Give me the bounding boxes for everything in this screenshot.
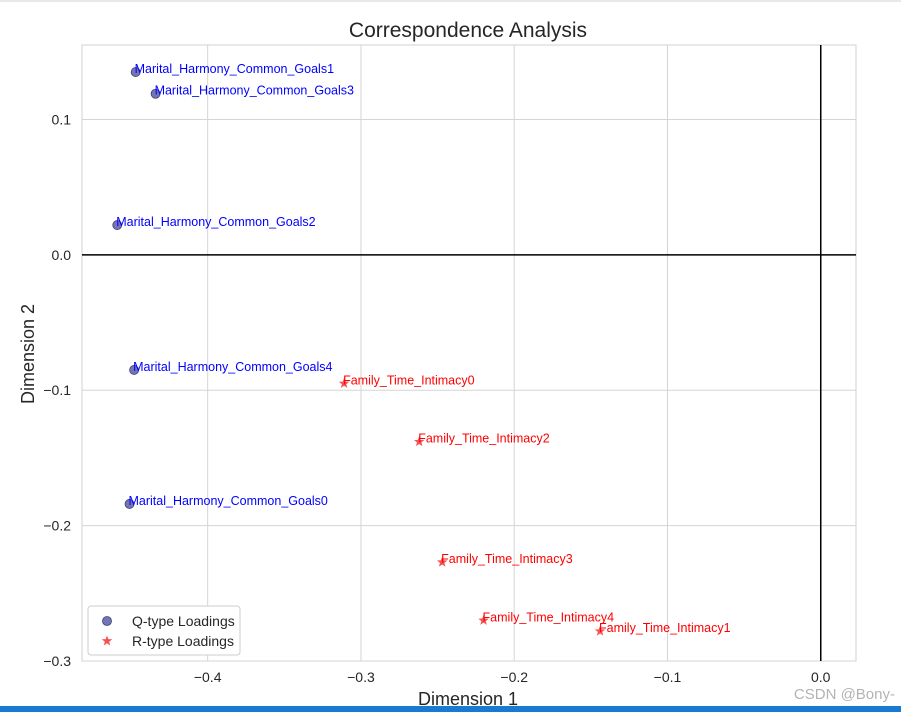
q-type-point-label: Marital_Harmony_Common_Goals4	[133, 360, 332, 374]
r-type-point	[594, 625, 606, 636]
watermark: CSDN @Bony-	[793, 686, 895, 703]
top-border	[0, 0, 901, 2]
data-points	[112, 67, 606, 636]
x-tick-label: −0.2	[500, 669, 528, 685]
r-type-point-label: Family_Time_Intimacy0	[343, 373, 475, 387]
x-tick-label: −0.4	[194, 669, 222, 685]
legend-q-type-marker	[102, 616, 112, 626]
y-tick-label: −0.3	[43, 653, 71, 669]
legend-r-type-marker	[101, 635, 113, 646]
q-type-point-label: Marital_Harmony_Common_Goals2	[116, 215, 315, 229]
x-tick-label: 0.0	[811, 669, 831, 685]
q-type-point-label: Marital_Harmony_Common_Goals1	[135, 62, 334, 76]
q-type-point	[150, 88, 161, 99]
y-tick-label: 0.1	[52, 111, 72, 127]
y-axis-label: Dimension 2	[18, 304, 38, 404]
y-axis-ticks: 0.1 0.0 −0.1 −0.2 −0.3	[43, 111, 71, 669]
q-type-point-label: Marital_Harmony_Common_Goals3	[155, 84, 354, 98]
legend: Q-type Loadings R-type Loadings	[87, 605, 241, 656]
r-type-point	[413, 436, 425, 447]
q-type-point-label: Marital_Harmony_Common_Goals0	[129, 494, 328, 508]
y-tick-label: 0.0	[52, 247, 72, 263]
legend-q-type-label: Q-type Loadings	[132, 613, 235, 629]
r-type-point	[478, 614, 489, 625]
r-type-point	[436, 556, 448, 567]
q-type-point	[124, 499, 135, 509]
legend-r-type-label: R-type Loadings	[132, 633, 234, 649]
chart-title: Correspondence Analysis	[349, 19, 587, 42]
r-type-point	[338, 377, 350, 388]
point-labels: Marital_Harmony_Common_Goals1 Marital_Har…	[116, 62, 730, 635]
x-tick-label: −0.1	[654, 669, 682, 685]
plot-area	[81, 44, 857, 662]
x-axis-ticks: −0.4 −0.3 −0.2 −0.1 0.0	[194, 669, 831, 685]
r-type-point-label: Family_Time_Intimacy3	[441, 552, 573, 566]
reference-lines	[82, 45, 856, 661]
legend-box	[87, 605, 241, 656]
y-tick-label: −0.2	[43, 518, 71, 534]
r-type-point-label: Family_Time_Intimacy1	[599, 621, 731, 635]
bottom-accent-bar	[0, 706, 901, 712]
q-type-point	[112, 220, 123, 230]
y-tick-label: −0.1	[43, 382, 71, 398]
q-type-point	[130, 67, 141, 77]
q-type-point	[129, 365, 140, 375]
r-type-point-label: Family_Time_Intimacy2	[418, 432, 550, 446]
r-type-point-label: Family_Time_Intimacy4	[483, 610, 615, 624]
x-tick-label: −0.3	[347, 669, 375, 685]
x-axis-label: Dimension 1	[418, 689, 518, 709]
